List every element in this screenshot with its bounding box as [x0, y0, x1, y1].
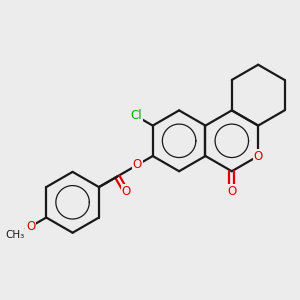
Text: Cl: Cl — [130, 110, 142, 122]
Text: CH₃: CH₃ — [6, 230, 25, 240]
Text: O: O — [133, 158, 142, 171]
Text: O: O — [254, 149, 263, 163]
Text: O: O — [26, 220, 35, 233]
Text: O: O — [122, 185, 131, 198]
Text: O: O — [227, 185, 236, 198]
